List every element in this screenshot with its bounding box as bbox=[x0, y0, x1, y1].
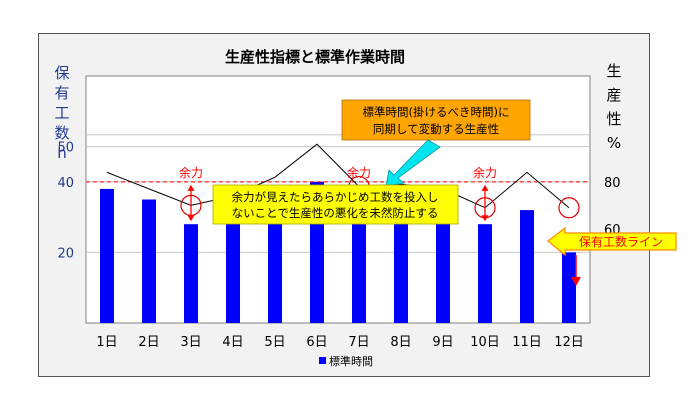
right-axis-label: 産 bbox=[606, 86, 621, 104]
x-tick-label: 2日 bbox=[138, 335, 159, 350]
left-axis-label: 保 bbox=[54, 64, 69, 82]
x-tick-label: 8日 bbox=[390, 335, 411, 350]
left-tick-label: 50 bbox=[57, 141, 74, 156]
bar-7日 bbox=[352, 224, 366, 323]
x-tick-label: 9日 bbox=[432, 335, 453, 350]
slack-arrow-head bbox=[481, 215, 489, 222]
x-tick-label: 7日 bbox=[348, 335, 369, 350]
slack-label: 余力 bbox=[179, 165, 203, 180]
right-tick-label: 80 bbox=[604, 176, 621, 191]
slack-arrow-head bbox=[187, 215, 195, 222]
x-tick-label: 5日 bbox=[264, 335, 285, 350]
x-tick-label: 6日 bbox=[306, 335, 327, 350]
legend-swatch bbox=[319, 357, 326, 364]
callout-middle-box bbox=[212, 184, 459, 225]
left-axis-label: 数 bbox=[54, 124, 69, 142]
bar-10日 bbox=[478, 224, 492, 323]
bar-5日 bbox=[268, 195, 282, 323]
bar-1日 bbox=[100, 188, 114, 323]
legend-label: 標準時間 bbox=[329, 354, 373, 368]
x-tick-label: 4日 bbox=[222, 335, 243, 350]
callout-middle-text: 余力が見えたらあらかじめ工数を投入し bbox=[232, 190, 439, 204]
down-arrow-head bbox=[571, 277, 581, 286]
slack-label: 余力 bbox=[347, 165, 371, 180]
slack-label: 余力 bbox=[473, 165, 497, 180]
highlight-circle-12日 bbox=[558, 197, 580, 219]
productivity-line bbox=[106, 143, 570, 209]
left-axis-label: h bbox=[57, 144, 67, 162]
slack-arrow-head bbox=[187, 184, 195, 191]
x-tick-label: 1日 bbox=[96, 335, 117, 350]
right-axis-label: 性 bbox=[606, 110, 621, 128]
slack-arrow-head bbox=[481, 184, 489, 191]
left-tick-label: 20 bbox=[57, 246, 74, 261]
callout-middle-text: ないことで生産性の悪化を未然防止する bbox=[232, 206, 439, 220]
bar-2日 bbox=[142, 199, 156, 323]
x-tick-label: 12日 bbox=[554, 335, 584, 350]
right-axis-label: 生 bbox=[606, 62, 621, 80]
reference-line-label: 保有工数ライン bbox=[579, 234, 663, 249]
bar-12日 bbox=[562, 252, 576, 323]
left-axis-label: 有 bbox=[54, 84, 69, 102]
chart-title: 生産性指標と標準作業時間 bbox=[225, 48, 405, 66]
bar-9日 bbox=[436, 199, 450, 323]
x-tick-label: 10日 bbox=[470, 335, 500, 350]
callout-top-box bbox=[341, 99, 531, 141]
left-tick-label: 40 bbox=[57, 176, 74, 191]
bar-8日 bbox=[394, 210, 408, 323]
x-tick-label: 11日 bbox=[512, 335, 542, 350]
cyan-arrow bbox=[385, 139, 441, 187]
reference-pointer-arrow bbox=[547, 226, 677, 257]
bar-4日 bbox=[226, 210, 240, 323]
callout-top-text: 標準時間(掛けるべき時間)に bbox=[363, 105, 510, 119]
right-axis-label: % bbox=[607, 134, 621, 152]
callout-top-text: 同期して変動する生産性 bbox=[373, 122, 499, 136]
bar-11日 bbox=[520, 210, 534, 323]
bar-3日 bbox=[184, 224, 198, 323]
left-axis-label: 工 bbox=[54, 104, 69, 122]
x-tick-label: 3日 bbox=[180, 335, 201, 350]
